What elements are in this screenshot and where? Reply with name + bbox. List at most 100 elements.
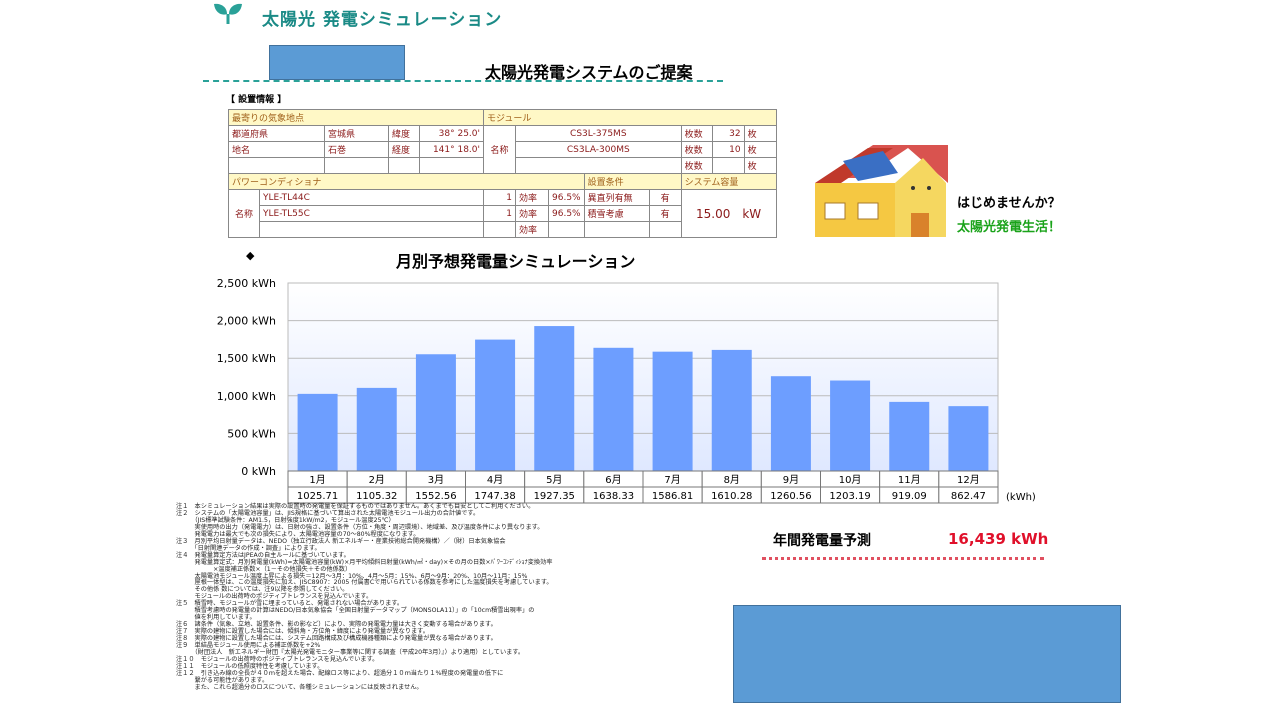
- bar-5: [534, 326, 575, 471]
- eff-label: 効率: [515, 205, 549, 222]
- value-label: 862.47: [951, 491, 986, 502]
- module-count: 10: [711, 141, 745, 158]
- pref-value: 宮城県: [324, 125, 389, 142]
- month-label: 1月: [309, 474, 325, 486]
- weather-header: 最寄りの気象地点: [228, 109, 484, 126]
- bar-6: [593, 347, 634, 471]
- table-unit: (kWh): [1006, 492, 1036, 503]
- promo-line-2: 太陽光発電生活！: [957, 220, 1062, 235]
- pcs-eff: 96.5%: [548, 189, 585, 206]
- unit-label: 枚: [743, 157, 777, 174]
- month-label: 7月: [664, 474, 680, 486]
- redacted-box: [269, 45, 405, 80]
- cond2-label: 積雪考慮: [583, 205, 650, 222]
- month-label: 2月: [369, 474, 385, 486]
- value-label: 1203.19: [829, 491, 870, 502]
- notes-text: 注１ 本シミュレーション結果は実際の設置時の発電量を保証するものではありません。…: [176, 503, 553, 691]
- value-label: 919.09: [892, 491, 927, 502]
- y-tick-label: 1,000 kWh: [217, 390, 276, 403]
- lon-value: 141° 18.0': [419, 141, 484, 158]
- y-tick-label: 2,000 kWh: [217, 315, 276, 328]
- place-value: 石巻: [324, 141, 389, 158]
- bar-12: [948, 406, 989, 471]
- count-label: 枚数: [680, 157, 713, 174]
- pcs-model: YLE-TL44C: [259, 189, 484, 206]
- pcs-eff: 96.5%: [548, 205, 585, 222]
- proposal-heading: 太陽光発電システムのご提案: [485, 63, 693, 82]
- dotted-divider: [762, 557, 1044, 560]
- bullet-diamond-icon: ◆: [246, 249, 255, 262]
- pref-label: 都道府県: [228, 125, 325, 142]
- bar-10: [830, 380, 871, 471]
- value-label: 1638.33: [593, 491, 634, 502]
- pcs-name-label: 名称: [228, 189, 260, 238]
- month-label: 4月: [487, 474, 503, 486]
- condition-header: 設置条件: [583, 173, 682, 190]
- bar-2: [356, 387, 397, 471]
- count-label: 枚数: [680, 125, 713, 142]
- table-cell: [938, 486, 999, 504]
- monthly-generation-chart: 0 kWh 500 kWh 1,000 kWh 1,500 kWh 2,000 kWh 2…: [217, 277, 999, 504]
- dashed-divider: [203, 80, 723, 82]
- bar-11: [889, 401, 930, 471]
- bar-3: [415, 354, 456, 471]
- unit-label: 枚: [743, 125, 777, 142]
- module-model: CS3L-375MS: [515, 125, 682, 142]
- eff-label: 効率: [515, 189, 549, 206]
- month-label: 9月: [783, 474, 799, 486]
- lat-label: 緯度: [388, 125, 420, 142]
- house-illustration: [815, 145, 948, 237]
- install-info-table: 最寄りの気象地点 モジュール 都道府県 宮城県 緯度 38° 25.0' 名称 CS3L-…: [228, 109, 777, 238]
- sprout-logo-icon: [214, 3, 242, 24]
- pcs-qty: 1: [483, 189, 516, 206]
- y-tick-label: 500 kWh: [227, 427, 276, 440]
- value-label: 1260.56: [770, 491, 811, 502]
- redacted-box: [733, 605, 1121, 703]
- lon-label: 経度: [388, 141, 420, 158]
- month-label: 11月: [898, 474, 921, 486]
- bar-4: [475, 339, 516, 471]
- chart-title: 月別予想発電量シミュレーション: [396, 252, 636, 271]
- y-tick-label: 1,500 kWh: [217, 352, 276, 365]
- capacity-value: 15.00 kW: [680, 189, 777, 238]
- cond1-value: 有: [648, 189, 682, 206]
- pcs-header: パワーコンディショナ: [228, 173, 585, 190]
- value-label: 1105.32: [356, 491, 397, 502]
- value-label: 1610.28: [711, 491, 752, 502]
- value-label: 1552.56: [415, 491, 456, 502]
- cond1-label: 異直列有無: [583, 189, 650, 206]
- annual-label: 年間発電量予測: [773, 533, 871, 549]
- bar-8: [711, 349, 752, 471]
- annual-value: 16,439 kWh: [948, 530, 1049, 548]
- pcs-model: YLE-TL55C: [259, 205, 484, 222]
- pcs-qty: 1: [483, 205, 516, 222]
- month-label: 8月: [724, 474, 740, 486]
- month-label: 10月: [839, 474, 862, 486]
- month-label: 6月: [605, 474, 621, 486]
- value-label: 1927.35: [534, 491, 575, 502]
- value-label: 1586.81: [652, 491, 693, 502]
- section-label: 【 設置情報 】: [226, 95, 287, 105]
- module-header: モジュール: [483, 109, 777, 126]
- y-tick-label: 2,500 kWh: [217, 277, 276, 290]
- page-title: 太陽光 発電シミュレーション: [262, 10, 503, 30]
- y-tick-label: 0 kWh: [241, 465, 276, 478]
- eff-label: 効率: [515, 221, 549, 238]
- cond2-value: 有: [648, 205, 682, 222]
- module-model: CS3LA-300MS: [515, 141, 682, 158]
- value-label: 1025.71: [297, 491, 338, 502]
- bar-1: [297, 393, 338, 471]
- value-label: 1747.38: [474, 491, 515, 502]
- month-label: 3月: [428, 474, 444, 486]
- month-label: 12月: [957, 474, 980, 486]
- module-count: 32: [711, 125, 745, 142]
- place-label: 地名: [228, 141, 325, 158]
- count-label: 枚数: [680, 141, 713, 158]
- month-label: 5月: [546, 474, 562, 486]
- capacity-header: システム容量: [680, 173, 777, 190]
- module-name-label: 名称: [483, 125, 516, 174]
- lat-value: 38° 25.0': [419, 125, 484, 142]
- promo-line-1: はじめませんか？: [957, 196, 1061, 211]
- unit-label: 枚: [743, 141, 777, 158]
- bar-9: [770, 376, 811, 471]
